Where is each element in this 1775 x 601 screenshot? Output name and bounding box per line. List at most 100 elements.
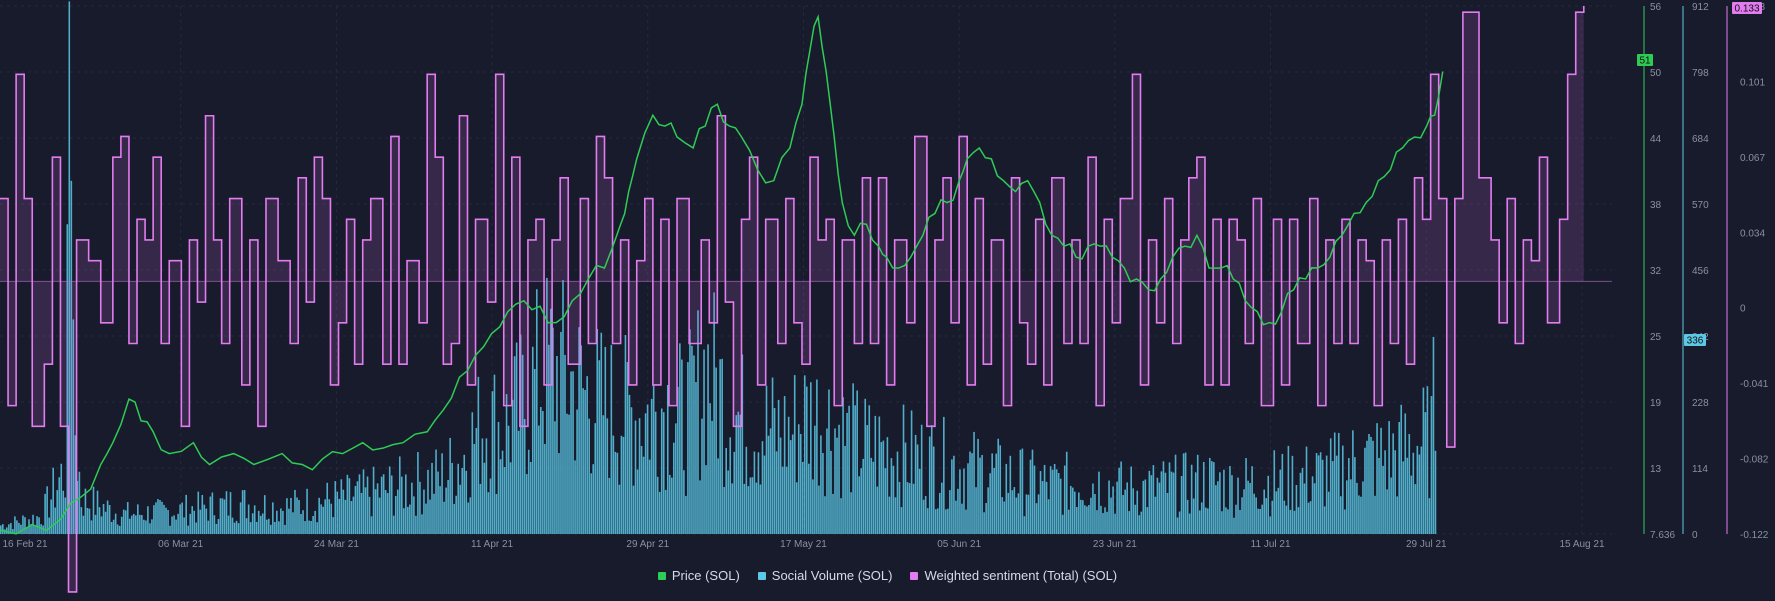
volume-bar <box>626 362 629 534</box>
volume-bar <box>118 525 121 534</box>
volume-bar <box>499 459 502 534</box>
volume-bar <box>932 446 935 534</box>
volume-bar <box>1204 507 1207 534</box>
volume-bar <box>459 484 462 534</box>
volume-bar <box>1249 483 1251 534</box>
volume-bar <box>165 507 167 534</box>
volume-bar <box>1009 455 1012 534</box>
volume-bar <box>834 428 836 534</box>
volume-bar <box>1118 467 1120 534</box>
price-current-badge <box>1637 54 1653 66</box>
volume-bar <box>548 344 550 534</box>
volume-bar <box>763 455 766 534</box>
volume-bar <box>1275 491 1278 534</box>
volume-bar <box>743 483 746 534</box>
volume-bar <box>1317 455 1320 534</box>
volume-bar <box>1237 477 1239 534</box>
volume-bar <box>930 425 933 534</box>
price-axis-tick: 32 <box>1650 266 1662 277</box>
volume-bar <box>924 496 927 534</box>
volume-bar <box>604 346 607 534</box>
volume-bar <box>876 486 879 534</box>
volume-bar <box>600 332 603 534</box>
volume-bar <box>491 391 494 534</box>
volume-bar <box>135 515 137 534</box>
volume-bar <box>1430 396 1433 534</box>
volume-bar <box>503 467 506 534</box>
volume-bar <box>1090 497 1092 534</box>
volume-bar <box>668 474 671 534</box>
volume-bar <box>785 466 788 534</box>
volume-bar <box>793 375 796 534</box>
volume-bar <box>779 437 782 534</box>
volume-bar <box>346 474 349 534</box>
volume-bar <box>614 451 617 534</box>
volume-bar <box>72 319 75 534</box>
volume-bar <box>405 474 407 534</box>
volume-bar <box>844 445 846 534</box>
volume-bar <box>215 523 218 534</box>
volume-bar <box>290 497 292 534</box>
volume-bar <box>973 431 975 534</box>
volume-bar <box>1043 464 1046 534</box>
volume-bar <box>427 469 429 534</box>
volume-bar <box>896 451 899 534</box>
volume-bar <box>70 180 73 534</box>
volume-bar <box>1027 494 1030 534</box>
volume-bar <box>320 504 322 534</box>
sentiment-current-badge-label: 0.133 <box>1734 4 1759 15</box>
volume-bar <box>231 517 234 534</box>
volume-bar <box>544 443 546 534</box>
volume-bar <box>570 371 572 534</box>
volume-bar <box>908 483 911 534</box>
volume-bar <box>685 495 687 534</box>
volume-bar <box>292 512 294 534</box>
volume-bar <box>62 490 65 534</box>
volume-bar <box>531 346 534 534</box>
volume-bar <box>965 509 967 534</box>
legend-item-price[interactable]: Price (SOL) <box>657 568 740 583</box>
volume-bar <box>1003 501 1006 534</box>
volume-bar <box>425 503 427 534</box>
volume-bar <box>429 499 431 534</box>
legend-item-social-volume[interactable]: Social Volume (SOL) <box>757 568 892 583</box>
volume-bar <box>1071 487 1074 534</box>
volume-bar <box>1257 508 1259 534</box>
volume-bar <box>1033 465 1036 534</box>
volume-bar <box>830 450 832 534</box>
x-tick-label: 05 Jun 21 <box>937 539 981 550</box>
volume-bar <box>390 475 393 534</box>
volume-bar <box>378 497 381 534</box>
volume-bar <box>594 423 597 534</box>
volume-bar <box>46 486 48 534</box>
volume-bar <box>1102 513 1104 534</box>
volume-bar <box>1047 499 1050 534</box>
volume-bar <box>1283 500 1286 534</box>
volume-bar <box>731 483 734 534</box>
volume-bar <box>697 310 699 534</box>
volume-bar <box>1295 484 1298 534</box>
volume-bar <box>1061 514 1064 534</box>
volume-bar <box>1309 501 1312 534</box>
volume-bar <box>100 516 103 534</box>
volume-bar <box>161 501 163 534</box>
volume-bar <box>1428 498 1431 534</box>
volume-bar <box>656 476 659 534</box>
volume-bar <box>445 487 447 534</box>
volume-bar <box>1096 510 1098 534</box>
volume-bar <box>981 454 983 534</box>
volume-bar <box>814 425 816 534</box>
volume-bar <box>517 430 520 534</box>
volume-bar <box>1001 497 1004 534</box>
volume-bar <box>1221 511 1223 534</box>
volume-bar <box>777 399 780 534</box>
legend-item-sentiment[interactable]: Weighted sentiment (Total) (SOL) <box>910 568 1117 583</box>
volume-bar <box>493 374 496 534</box>
volume-bar <box>1160 471 1163 534</box>
volume-bar <box>666 384 669 534</box>
volume-bar <box>157 499 159 534</box>
volume-bar <box>84 488 87 534</box>
volume-bar <box>820 435 822 534</box>
x-tick-label: 11 Apr 21 <box>471 539 514 550</box>
volume-bar <box>1259 508 1261 534</box>
